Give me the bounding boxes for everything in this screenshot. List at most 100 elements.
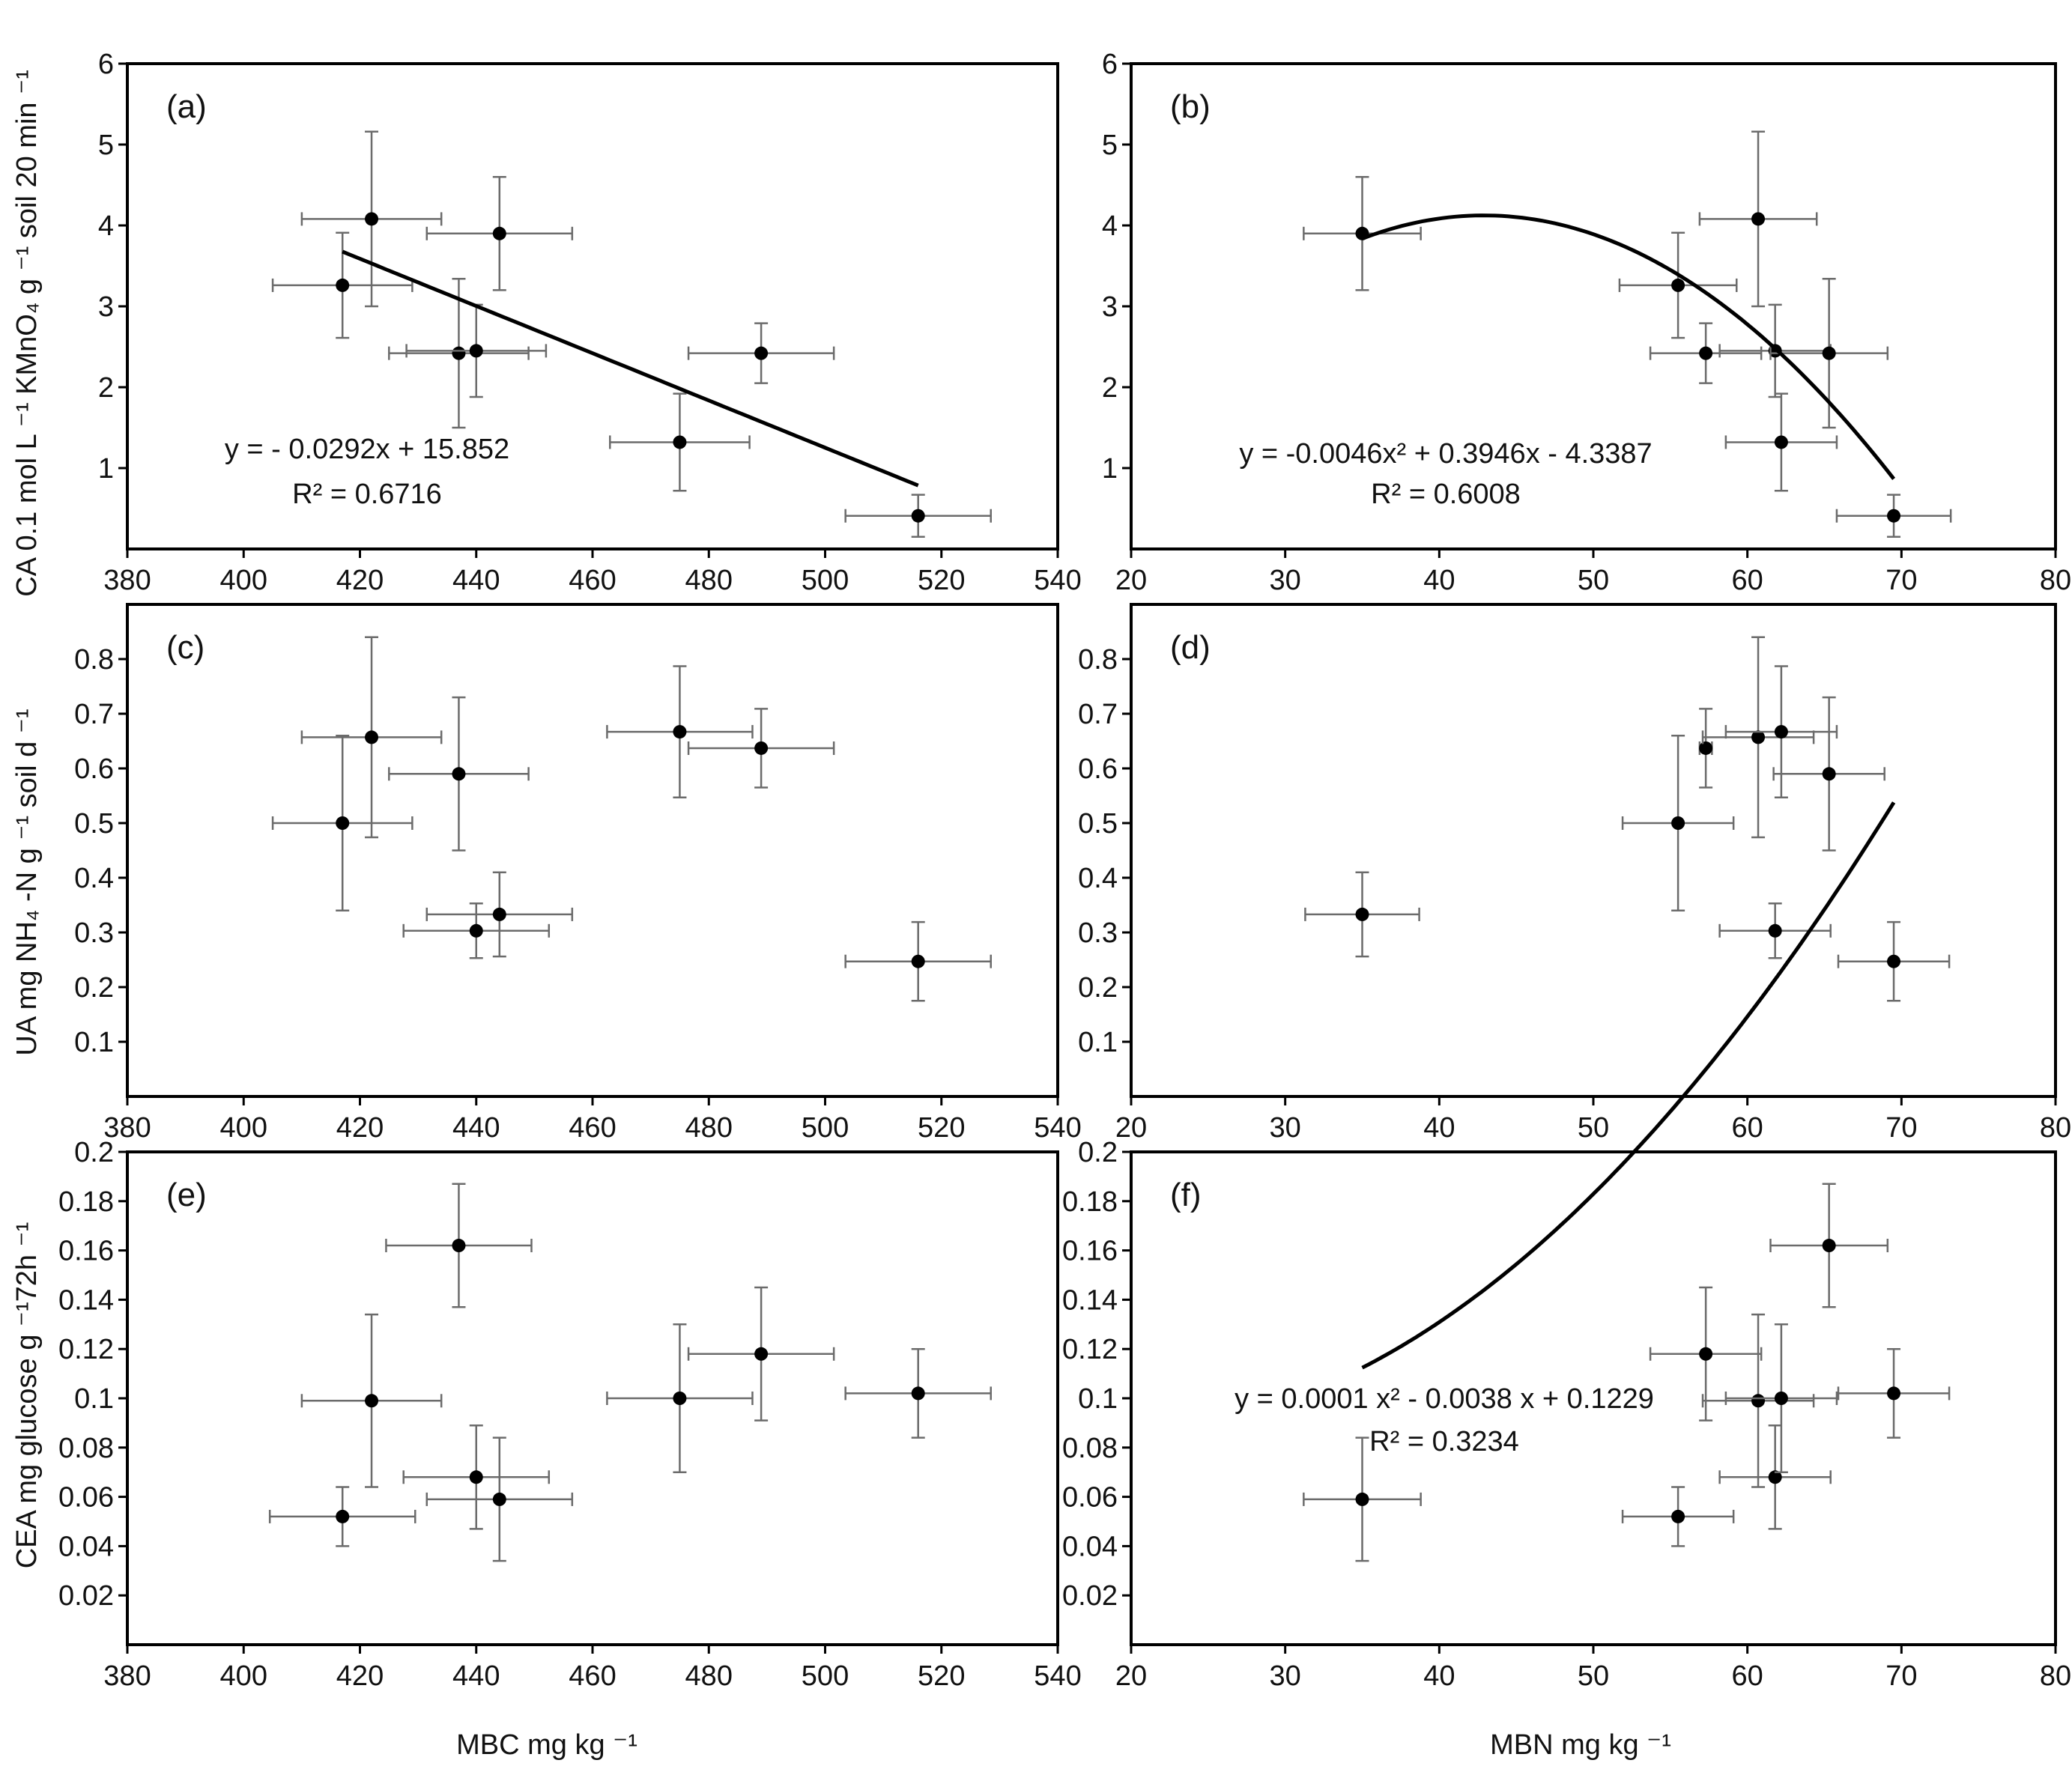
data-point-e-3 (469, 1470, 483, 1484)
y-tick-label-c: 0.1 (74, 1027, 114, 1058)
data-point-e-2 (452, 1239, 466, 1253)
data-point-b-6 (1822, 346, 1836, 360)
y-tick-label-e: 0.18 (58, 1186, 114, 1218)
y-tick-label-f: 0.16 (1062, 1236, 1118, 1267)
panel-label-e: (e) (166, 1177, 207, 1213)
data-point-f-4 (1768, 1470, 1782, 1484)
data-point-d-2 (1699, 741, 1713, 755)
y-tick-label-b: 6 (1102, 49, 1118, 80)
y-tick-label-d: 0.5 (1078, 808, 1118, 840)
y-tick-label-f: 0.1 (1078, 1383, 1118, 1415)
data-point-d-5 (1774, 725, 1788, 739)
y-tick-label-b: 1 (1102, 453, 1118, 485)
r-squared-a: R² = 0.6716 (292, 479, 442, 510)
y-tick-label-b: 2 (1102, 372, 1118, 404)
panel-label-b: (b) (1170, 88, 1211, 125)
y-tick-label-e: 0.02 (58, 1580, 114, 1612)
y-tick-label-e: 0.12 (58, 1334, 114, 1365)
x-tick-label-f: 60 (1732, 1660, 1763, 1692)
y-tick-label-b: 4 (1102, 210, 1118, 242)
y-axis-label-row2: UA mg NH₄ -N g ⁻¹ soil d ⁻¹ (11, 709, 43, 1055)
x-tick-label-e: 440 (452, 1660, 500, 1692)
data-point-a-0 (336, 278, 350, 292)
x-tick-label-e: 380 (103, 1660, 151, 1692)
x-tick-label-b: 80 (2040, 565, 2071, 596)
x-tick-label-a: 520 (918, 565, 965, 596)
y-tick-label-c: 0.3 (74, 917, 114, 949)
data-point-f-0 (1355, 1492, 1369, 1506)
y-tick-label-c: 0.4 (74, 863, 114, 894)
fit-line-f (1361, 801, 1896, 1370)
y-tick-label-a: 6 (98, 49, 114, 80)
x-tick-label-e: 420 (336, 1660, 384, 1692)
y-tick-label-a: 2 (98, 372, 114, 404)
y-tick-label-e: 0.14 (58, 1284, 114, 1316)
y-tick-label-f: 0.18 (1062, 1186, 1118, 1218)
r-squared-f: R² = 0.3234 (1369, 1426, 1519, 1457)
y-tick-label-a: 5 (98, 130, 114, 161)
data-point-e-4 (492, 1492, 506, 1506)
fit-equation-f: y = 0.0001 x² - 0.0038 x + 0.1229 (1235, 1383, 1654, 1415)
data-point-c-6 (754, 741, 769, 755)
y-tick-label-e: 0.1 (74, 1383, 114, 1415)
data-point-b-7 (1887, 509, 1901, 523)
data-point-a-6 (754, 346, 769, 360)
x-tick-label-f: 80 (2040, 1660, 2071, 1692)
data-point-f-6 (1822, 1239, 1836, 1253)
x-tick-label-b: 60 (1732, 565, 1763, 596)
x-tick-label-a: 440 (452, 565, 500, 596)
x-tick-label-f: 50 (1578, 1660, 1609, 1692)
x-tick-label-b: 70 (1885, 565, 1917, 596)
x-tick-label-d: 60 (1732, 1112, 1763, 1144)
x-tick-label-e: 400 (220, 1660, 267, 1692)
x-tick-label-c: 480 (685, 1112, 733, 1144)
x-tick-label-a: 540 (1034, 565, 1081, 596)
panel-label-d: (d) (1170, 629, 1211, 666)
x-tick-label-d: 30 (1270, 1112, 1301, 1144)
x-tick-label-f: 20 (1115, 1660, 1147, 1692)
data-point-e-1 (365, 1394, 379, 1408)
y-tick-label-d: 0.2 (1078, 972, 1118, 1004)
y-tick-label-e: 0.06 (58, 1482, 114, 1514)
x-tick-label-c: 380 (103, 1112, 151, 1144)
data-point-a-7 (911, 509, 925, 523)
x-tick-label-c: 400 (220, 1112, 267, 1144)
x-axis-label-mbn: MBN mg kg ⁻¹ (1490, 1729, 1671, 1761)
x-tick-label-f: 40 (1423, 1660, 1455, 1692)
data-point-a-3 (469, 344, 483, 358)
data-point-f-7 (1887, 1386, 1901, 1401)
x-tick-label-b: 30 (1270, 565, 1301, 596)
x-tick-label-f: 70 (1885, 1660, 1917, 1692)
data-point-c-5 (673, 725, 687, 739)
x-tick-label-e: 460 (569, 1660, 616, 1692)
data-point-c-1 (365, 730, 379, 744)
x-tick-label-c: 460 (569, 1112, 616, 1144)
fit-equation-a: y = - 0.0292x + 15.852 (225, 434, 509, 465)
data-point-d-0 (1355, 907, 1369, 921)
y-tick-label-e: 0.08 (58, 1433, 114, 1464)
y-tick-label-f: 0.02 (1062, 1580, 1118, 1612)
x-tick-label-a: 380 (103, 565, 151, 596)
x-tick-label-b: 50 (1578, 565, 1609, 596)
y-tick-label-c: 0.5 (74, 808, 114, 840)
y-tick-label-d: 0.3 (1078, 917, 1118, 949)
data-point-b-1 (1671, 278, 1685, 292)
data-point-c-7 (911, 954, 925, 968)
y-tick-label-d: 0.7 (1078, 699, 1118, 730)
data-point-a-5 (673, 435, 687, 449)
data-point-e-5 (673, 1392, 687, 1405)
r-squared-b: R² = 0.6008 (1371, 479, 1521, 510)
x-tick-label-c: 540 (1034, 1112, 1081, 1144)
panel-c: 380 400 420 440 460 480 500 520 540 0.1 0.2 0.3 0.4 0… (74, 603, 1082, 1144)
data-point-d-4 (1768, 923, 1782, 938)
x-tick-label-e: 520 (918, 1660, 965, 1692)
y-tick-label-a: 1 (98, 453, 114, 485)
y-axis-label-row1: CA 0.1 mol L ⁻¹ KMnO₄ g ⁻¹ soil 20 min ⁻… (11, 70, 43, 597)
data-point-f-3 (1751, 1394, 1766, 1408)
y-tick-label-f: 0.04 (1062, 1531, 1118, 1562)
data-point-f-1 (1671, 1509, 1685, 1523)
data-point-a-4 (492, 226, 506, 240)
panel-e: 380 400 420 440 460 480 500 520 540 0.02 0.04 0.06 0… (58, 1137, 1082, 1692)
x-tick-label-a: 500 (802, 565, 849, 596)
